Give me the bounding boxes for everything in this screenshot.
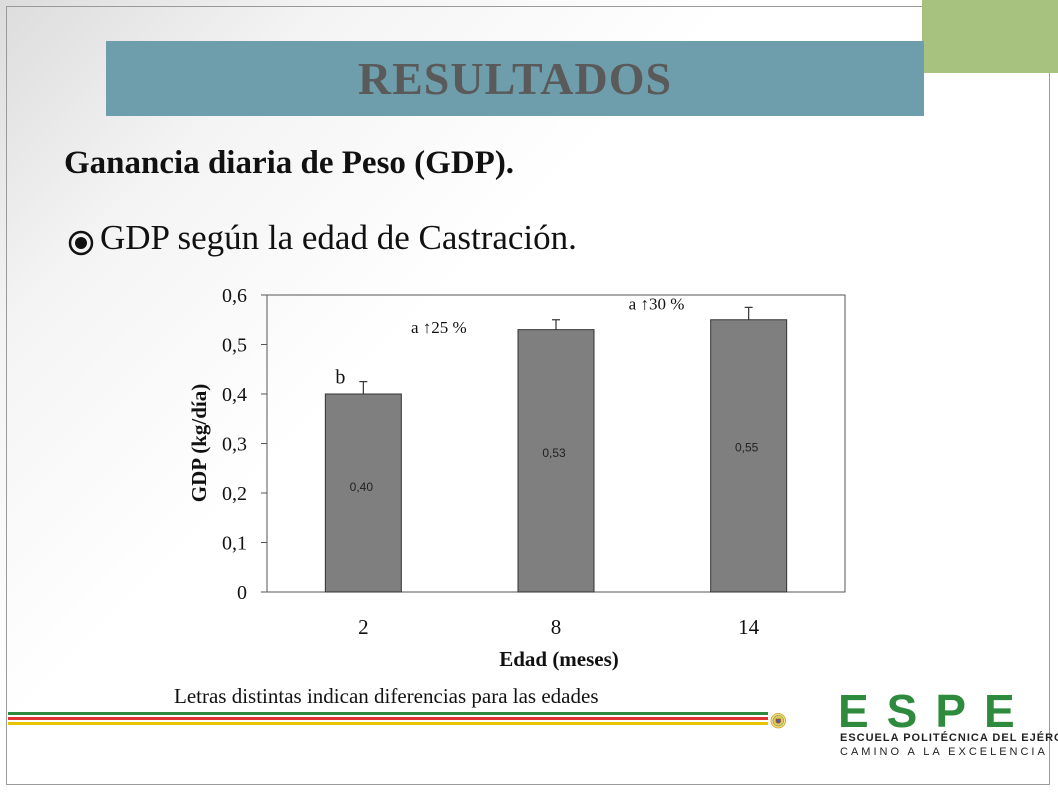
slide-title: RESULTADOS: [357, 53, 673, 104]
bar: [324, 393, 402, 593]
title-bar: [106, 41, 924, 116]
significance-label: a ↑25 %: [411, 318, 467, 337]
y-tick-label: 0,2: [222, 483, 247, 505]
x-axis-label: Edad (meses): [499, 647, 619, 671]
espe-logo-subtitle: ESCUELA POLITÉCNICA DEL EJÉRCITO: [840, 732, 1058, 744]
chart-footnote: Letras distintas indican diferencias par…: [174, 684, 599, 708]
significance-label: b: [335, 367, 345, 389]
bar-chart: 0 0,1 0,2 0,3 0,4 0,5 0,6 0,40 b 0,53 a ↑25 % 0,55…: [187, 285, 846, 671]
decorative-stripes: [8, 712, 768, 728]
x-tick-label: 2: [358, 615, 369, 639]
section-heading: Ganancia diaria de Peso (GDP).: [64, 145, 515, 181]
y-tick-label: 0,4: [222, 384, 247, 406]
accent-block: [922, 0, 1058, 73]
espe-logo-text: ESPE: [838, 685, 1033, 737]
y-tick-label: 0,5: [222, 335, 247, 357]
y-tick-label: 0,6: [222, 285, 247, 307]
data-label: 0,53: [542, 446, 566, 460]
data-label: 0,55: [735, 441, 759, 455]
espe-seal-icon: [770, 713, 786, 729]
bar: [710, 319, 788, 593]
radio-bullet-icon: [68, 225, 94, 256]
significance-label: a ↑30 %: [629, 294, 685, 313]
bar: [517, 329, 595, 593]
x-tick-label: 8: [551, 615, 562, 639]
slide-frame: [6, 6, 1050, 785]
y-axis: 0 0,1 0,2 0,3 0,4 0,5 0,6: [222, 285, 267, 604]
y-tick-label: 0,1: [222, 533, 247, 555]
data-label: 0,40: [350, 480, 374, 494]
bullet-text: GDP según la edad de Castración.: [100, 218, 577, 257]
bullet-item: GDP según la edad de Castración.: [68, 218, 577, 258]
x-axis: 2 8 14: [358, 615, 760, 639]
y-axis-label: GDP (kg/día): [187, 384, 211, 502]
y-tick-label: 0,3: [222, 434, 247, 456]
x-tick-label: 14: [738, 615, 760, 639]
espe-logo-tagline: CAMINO A LA EXCELENCIA: [840, 746, 1048, 758]
bars-group: 0,40 b 0,53 a ↑25 % 0,55 a ↑30 %: [324, 294, 788, 593]
y-tick-label: 0: [237, 582, 247, 604]
